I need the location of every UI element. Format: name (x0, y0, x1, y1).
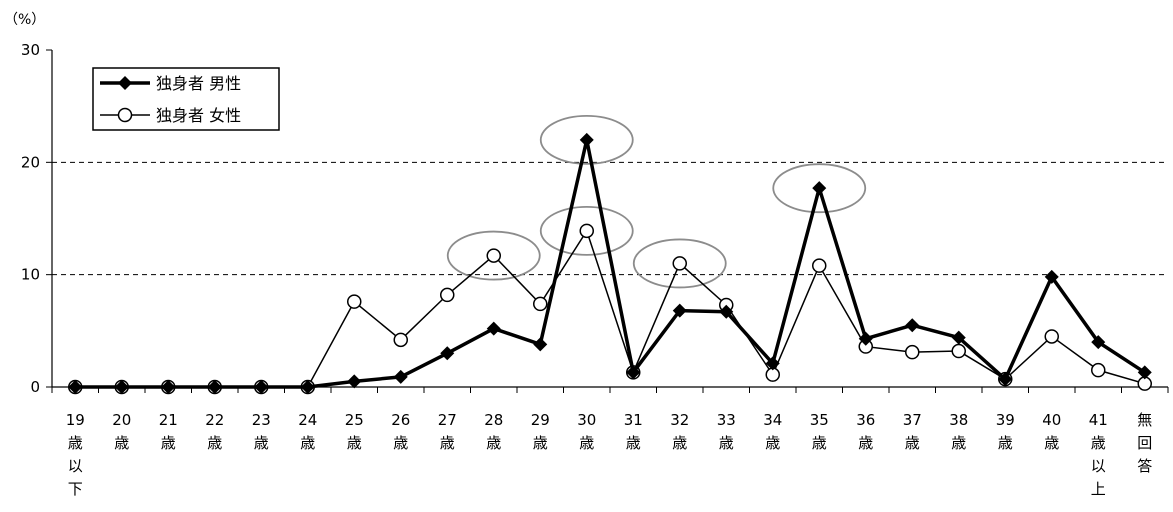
y-tick-label: 20 (21, 153, 40, 171)
data-point-female (533, 296, 548, 312)
data-point-male (1137, 365, 1152, 380)
x-tick-label: 22 歳 (205, 411, 224, 452)
data-point-female (905, 344, 920, 360)
x-tick-label: 19 歳以下 (66, 411, 85, 498)
x-tick-label: 32 歳 (670, 411, 689, 452)
x-tick-label: 24 歳 (298, 411, 317, 452)
data-point-male (254, 380, 269, 394)
legend: 独身者 男性 独身者 女性 (92, 67, 280, 131)
data-point-male (1091, 335, 1106, 350)
highlight-ellipse (539, 114, 634, 165)
x-tick-label: 38 歳 (949, 411, 968, 452)
legend-label-female: 独身者 女性 (156, 106, 241, 125)
data-point-male (579, 132, 594, 147)
highlight-ellipse (446, 230, 541, 281)
x-tick-labels: 19 歳以下 20 歳 21 歳 22 歳 23 歳 24 歳 25 歳 26 歳 27 歳 28 歳 29 歳 30 歳 31… (66, 411, 1153, 498)
highlight-ellipse (539, 205, 634, 256)
x-tick-label: 30 歳 (577, 411, 596, 452)
data-point-male (347, 374, 362, 389)
x-tick-label: 25 歳 (345, 411, 364, 452)
x-tick-label: 39 歳 (996, 411, 1015, 452)
data-point-male (68, 380, 83, 394)
x-tick-label: 29 歳 (531, 411, 550, 452)
x-tick-label: 36 歳 (856, 411, 875, 452)
x-tick-label: 23 歳 (252, 411, 271, 452)
data-point-female (393, 332, 408, 348)
legend-label-male: 独身者 男性 (156, 74, 241, 93)
data-point-female (440, 287, 455, 303)
data-point-male (161, 380, 176, 394)
data-point-male (765, 356, 780, 371)
x-tick-label: 33 歳 (717, 411, 736, 452)
legend-marker-female (117, 107, 133, 123)
y-tick-label: 0 (30, 378, 40, 396)
highlight-ellipse (772, 163, 867, 214)
y-tick-label: 10 (21, 266, 40, 284)
data-point-male (1044, 269, 1059, 284)
x-tick-label: 26 歳 (391, 411, 410, 452)
data-point-male (440, 346, 455, 361)
x-tick-label: 無回答 (1137, 411, 1152, 475)
series-lines (68, 132, 1152, 395)
highlight-ellipse (632, 238, 727, 289)
data-point-male (905, 318, 920, 333)
x-tick-label: 41 歳以上 (1089, 411, 1108, 498)
y-tick-label: 30 (21, 41, 40, 59)
data-point-female (347, 294, 362, 309)
data-point-male (998, 372, 1013, 387)
y-tick-labels: 0 10 20 30 (21, 41, 40, 396)
data-point-female (951, 343, 966, 359)
data-point-female (672, 256, 687, 271)
data-point-female (1044, 329, 1059, 344)
data-point-male (393, 369, 408, 384)
data-point-female (486, 248, 501, 263)
data-point-male (300, 380, 315, 394)
data-point-female (812, 258, 827, 273)
highlight-ellipses (446, 114, 867, 289)
data-point-male (207, 380, 222, 394)
data-point-male (533, 337, 548, 352)
legend-marker-male (118, 76, 132, 90)
x-tick-label: 21 歳 (159, 411, 178, 452)
x-tick-label: 20 歳 (112, 411, 131, 452)
data-point-male (626, 365, 641, 380)
x-tick-label: 35 歳 (810, 411, 829, 452)
data-point-male (858, 331, 873, 346)
data-point-male (672, 303, 687, 318)
data-point-male (951, 330, 966, 345)
data-point-male (114, 380, 129, 394)
x-tick-label: 37 歳 (903, 411, 922, 452)
x-tick-label: 27 歳 (438, 411, 457, 452)
gridlines (52, 161, 1168, 276)
data-point-female (579, 223, 594, 239)
data-point-male (486, 321, 501, 336)
x-tick-label: 28 歳 (484, 411, 503, 452)
y-unit-label: （%） (4, 12, 45, 28)
data-point-female (1091, 362, 1106, 378)
x-tick-label: 40 歳 (1042, 411, 1061, 452)
series-line-male (75, 139, 1146, 389)
data-point-male (719, 304, 734, 319)
x-tick-label: 31 歳 (624, 411, 643, 452)
x-tick-label: 34 歳 (763, 411, 782, 452)
data-point-male (812, 181, 827, 196)
